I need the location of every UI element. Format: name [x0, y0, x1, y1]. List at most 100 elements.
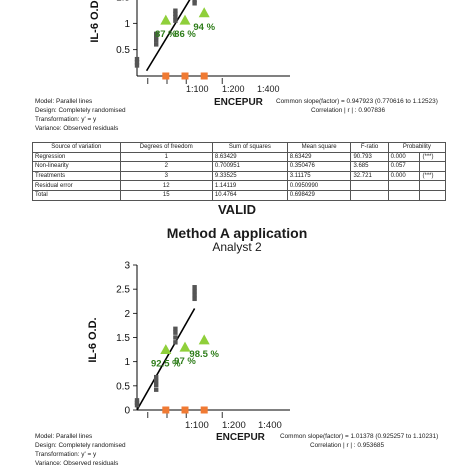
chart-bottom-triangle-label: 97 % [174, 356, 196, 367]
anova-cell: 3.11175 [286, 170, 352, 182]
chart-top-data-point [154, 37, 159, 43]
chart-bottom-square-point [200, 406, 208, 414]
valid-label: VALID [217, 202, 257, 217]
chart-bottom-ytick-label: 1.5 [116, 333, 130, 344]
chart-bottom-triangle-point [160, 344, 172, 354]
chart-bottom-triangle-point [198, 334, 210, 345]
anova-cell: 10.4764 [211, 189, 288, 201]
section-title: Method A application [166, 225, 308, 241]
stats2-model: Model: Parallel lines [35, 433, 93, 440]
anova-cell: 0.698429 [286, 189, 352, 201]
anova-cell [350, 180, 389, 191]
chart-top-data-point [154, 34, 159, 40]
anova-cell: Treatments [32, 170, 121, 182]
anova-cell: 0.700951 [211, 161, 288, 172]
anova-row: Treatments 3 9.33525 3.11175 32.721 0.000 (***… [32, 170, 446, 182]
chart-bottom-square-point [181, 406, 189, 414]
chart-top-data-point [154, 42, 159, 47]
chart-bottom-square-point [162, 406, 170, 414]
anova-header: F-ratio [350, 142, 389, 153]
chart-top-fit-line [145, 0, 191, 72]
chart-top-data-point [173, 8, 178, 13]
chart-bottom-xtick-1: 1:100 [185, 420, 209, 431]
chart-top-triangle-label: 87 % [155, 29, 177, 40]
chart-bottom-data-point [173, 330, 178, 335]
anova-cell: Residual error [32, 180, 121, 191]
anova-header: Sum of squares [211, 142, 288, 153]
chart-top-triangle-point [160, 14, 172, 25]
stats2-transformation: Transformation: y' = y [35, 451, 97, 458]
chart-top-data-point [192, 1, 197, 6]
chart-top-square-point [162, 72, 170, 80]
anova-cell: 0.057 [387, 161, 421, 172]
anova-cell [419, 180, 446, 191]
anova-cell [350, 189, 389, 201]
stats1-transformation: Transformation: y' = y [35, 116, 97, 123]
stats2-correlation: Correlation | r | : 0.953685 [310, 442, 385, 449]
chart-bottom-data-point [134, 402, 140, 408]
anova-row: Residual error 12 1.14119 0.0950990 [32, 180, 446, 191]
anova-header: Probability [387, 142, 447, 153]
anova-cell [387, 189, 421, 201]
chart-bottom-data-point [192, 292, 197, 298]
anova-header: Source of variation [32, 142, 121, 153]
chart-bottom-data-point [154, 382, 159, 388]
anova-cell: 90.793 [350, 151, 389, 163]
chart-bottom-data-point [134, 398, 140, 403]
chart-top-data-point [154, 31, 159, 37]
chart-bottom-fit-line [136, 308, 196, 411]
anova-cell: 1 [119, 151, 213, 163]
anova-cell: 0.0950990 [286, 180, 352, 191]
chart-top-ylabel: IL-6 O.D. [89, 0, 101, 43]
section-subtitle: Analyst 2 [212, 240, 262, 254]
chart-top-data-point [134, 56, 140, 62]
chart-top-xtick-1: 1:100 [186, 84, 209, 94]
anova-cell [419, 161, 446, 172]
anova-header: Mean square [286, 142, 352, 153]
anova-cell [419, 189, 446, 201]
stats1-slope: Common slope(factor) = 0.947923 (0.77061… [276, 98, 438, 105]
anova-cell: 0.000 [387, 151, 421, 163]
anova-row: Total 15 10.4764 0.698429 [32, 189, 446, 201]
chart-bottom-data-point [173, 340, 178, 345]
anova-cell: Total [32, 189, 121, 201]
chart-bottom-data-point [173, 326, 178, 331]
chart-top-triangle-point [198, 7, 210, 18]
anova-cell: 0.350476 [286, 161, 352, 172]
stats2-slope: Common slope(factor) = 1.01378 (0.925257… [280, 433, 439, 440]
anova-cell: Regression [32, 151, 121, 163]
chart-top-data-point [173, 18, 178, 23]
anova-cell: 12 [119, 180, 213, 191]
chart-bottom-ytick-label: 1 [124, 357, 130, 368]
chart-top-ytick-label: 1 [124, 19, 130, 30]
chart-bottom-triangle-label: 98.5 % [189, 349, 219, 360]
chart-top: 0.5 1 1.5 IL-6 O.D. 87 %86 %94 % [89, 0, 290, 84]
anova-cell: 2 [119, 161, 213, 172]
chart-top-square-point [200, 72, 208, 80]
chart-top-data-point [134, 60, 140, 65]
anova-header-row: Source of variation Degrees of freedom S… [32, 142, 447, 153]
anova-cell [387, 180, 421, 191]
anova-cell: 9.33525 [211, 170, 288, 182]
anova-cell: Non-linearity [32, 161, 121, 172]
stats1-model: Model: Parallel lines [35, 98, 93, 105]
anova-cell: 32.721 [350, 170, 389, 182]
anova-header: Degrees of freedom [119, 142, 213, 153]
anova-cell: 3 [119, 170, 213, 182]
chart-bottom-ytick-label: 0.5 [116, 381, 130, 392]
stats1-design: Design: Completely randomised [35, 107, 126, 114]
chart-bottom-xlabel: ENCEPUR [216, 432, 265, 443]
chart-bottom: 0 0.5 1 1.5 2 2.5 3 IL-6 O.D. 92.5 %97 %98.5 % [87, 261, 290, 418]
chart-top-data-point [173, 11, 178, 17]
chart-bottom-data-point [134, 400, 140, 405]
chart-bottom-ytick-label: 0 [124, 406, 130, 417]
chart-top-xtick-2: 1:200 [222, 84, 245, 94]
anova-cell: 1.14119 [211, 180, 288, 191]
chart-bottom-ylabel: IL-6 O.D. [87, 317, 99, 362]
chart-bottom-triangle-point [179, 341, 191, 352]
chart-bottom-xtick-2: 1:200 [222, 420, 246, 431]
anova-row: Regression 1 8.63429 8.63429 90.793 0.000 (***… [32, 151, 446, 163]
chart-bottom-data-point [192, 296, 197, 302]
chart-bottom-data-point [154, 378, 159, 384]
anova-cell: 15 [119, 189, 213, 201]
